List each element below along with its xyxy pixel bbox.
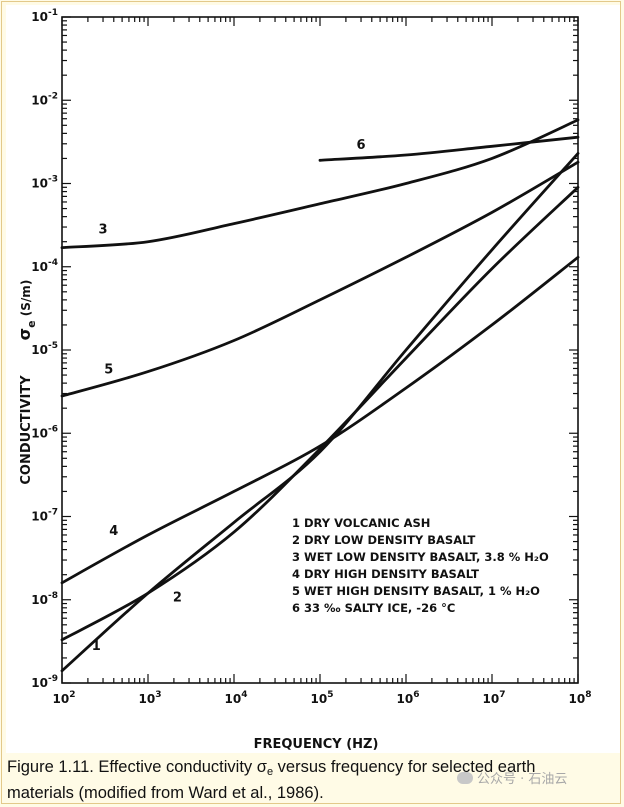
axis-ticks: 102 103 104 105 106 107 108 10-9 10-8 10-7 10-6 10-… xyxy=(31,8,591,706)
legend-entry: 6 33 ‰ SALTY ICE, -26 °C xyxy=(292,601,455,615)
curve-label-2: 2 xyxy=(173,591,182,606)
y-axis-symbol: σe (S/m) xyxy=(15,280,38,341)
conductivity-chart: 102 103 104 105 106 107 108 10-9 10-8 10-7 10-6 10-… xyxy=(15,8,591,752)
series-line-5 xyxy=(60,160,580,398)
caption-line1-b: versus frequency for selected earth xyxy=(273,758,536,776)
series-lines xyxy=(60,118,580,673)
x-tick-label: 103 xyxy=(139,690,162,706)
x-axis-title: FREQUENCY (HZ) xyxy=(254,737,379,752)
legend-entry: 2 DRY LOW DENSITY BASALT xyxy=(292,533,476,547)
series-line-6 xyxy=(318,135,580,162)
curve-label-4: 4 xyxy=(109,524,118,539)
y-tick-label: 10-8 xyxy=(31,591,58,607)
watermark: 公众号 · 石油云 xyxy=(457,768,567,787)
x-tick-label: 107 xyxy=(483,690,506,706)
curve-label-3: 3 xyxy=(99,223,108,238)
legend-entry: 4 DRY HIGH DENSITY BASALT xyxy=(292,567,479,581)
y-tick-label: 10-9 xyxy=(31,674,58,690)
y-tick-label: 10-6 xyxy=(31,424,58,440)
series-line-3 xyxy=(60,118,580,249)
y-tick-label: 10-5 xyxy=(31,341,58,357)
curve-labels: 1 2 3 4 5 6 xyxy=(92,138,366,654)
x-tick-label: 102 xyxy=(53,690,76,706)
wechat-icon xyxy=(457,771,473,784)
curve-label-6: 6 xyxy=(357,138,366,153)
x-tick-label: 106 xyxy=(397,690,420,706)
caption-line2: materials (modified from Ward et al., 19… xyxy=(7,784,324,802)
legend: 1 DRY VOLCANIC ASH 2 DRY LOW DENSITY BASA… xyxy=(292,516,549,615)
y-tick-label: 10-2 xyxy=(31,91,58,107)
x-tick-label: 108 xyxy=(569,690,592,706)
curve-label-5: 5 xyxy=(104,363,113,378)
legend-entry: 5 WET HIGH DENSITY BASALT, 1 % H₂O xyxy=(292,584,540,598)
y-tick-label: 10-1 xyxy=(31,8,58,24)
legend-entry: 1 DRY VOLCANIC ASH xyxy=(292,516,430,530)
watermark-text: 公众号 · 石油云 xyxy=(477,772,568,787)
y-tick-label: 10-7 xyxy=(31,508,58,524)
figure-caption: Figure 1.11. Effective conductivity σe v… xyxy=(7,757,619,804)
x-tick-label: 105 xyxy=(311,690,334,706)
axis-titles: FREQUENCY (HZ) CONDUCTIVITY σe (S/m) xyxy=(15,280,378,752)
caption-sigma-sub: e xyxy=(266,766,274,778)
y-axis-title: CONDUCTIVITY xyxy=(19,375,34,485)
x-tick-label: 104 xyxy=(225,690,248,706)
chart-area: 102 103 104 105 106 107 108 10-9 10-8 10-7 10-6 10-… xyxy=(6,5,620,753)
y-tick-label: 10-4 xyxy=(31,258,58,274)
y-tick-label: 10-3 xyxy=(31,175,58,191)
series-line-4 xyxy=(60,255,580,585)
curve-label-1: 1 xyxy=(92,639,101,654)
legend-entry: 3 WET LOW DENSITY BASALT, 3.8 % H₂O xyxy=(292,550,549,564)
caption-line1-a: Figure 1.11. Effective conductivity σ xyxy=(7,758,267,776)
